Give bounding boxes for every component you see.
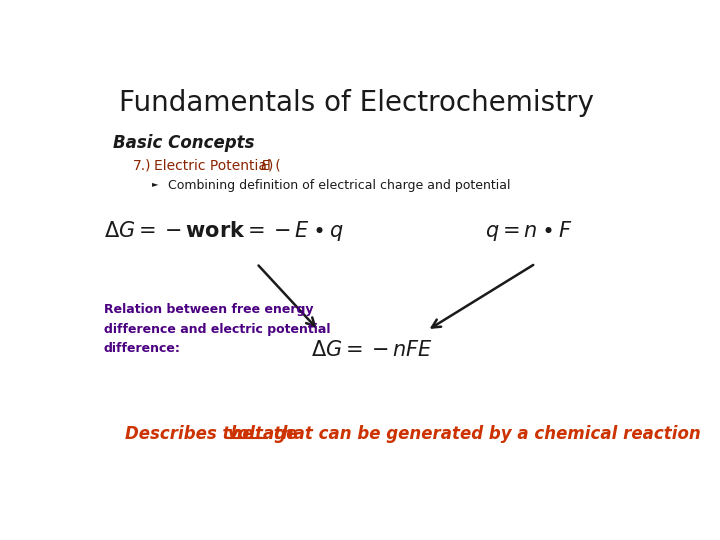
Text: Electric Potential (: Electric Potential ( bbox=[153, 159, 280, 173]
Text: Combining definition of electrical charge and potential: Combining definition of electrical charg… bbox=[168, 179, 510, 192]
Text: $\Delta \mathit{G} = -\mathit{n}\mathit{F}\mathit{E}$: $\Delta \mathit{G} = -\mathit{n}\mathit{… bbox=[311, 340, 433, 361]
Text: Basic Concepts: Basic Concepts bbox=[113, 134, 255, 152]
Text: ►: ► bbox=[152, 179, 158, 188]
Text: E: E bbox=[261, 159, 269, 173]
Text: 7.): 7.) bbox=[132, 159, 151, 173]
Text: $\mathit{q} = \mathit{n} \bullet \mathit{F}$: $\mathit{q} = \mathit{n} \bullet \mathit… bbox=[485, 219, 573, 243]
Text: Describes the: Describes the bbox=[125, 425, 259, 443]
Text: Fundamentals of Electrochemistry: Fundamentals of Electrochemistry bbox=[120, 90, 594, 117]
Text: Relation between free energy
difference and electric potential
difference:: Relation between free energy difference … bbox=[104, 303, 330, 354]
Text: voltage: voltage bbox=[228, 425, 298, 443]
Text: ): ) bbox=[267, 159, 273, 173]
Text: $\Delta \mathit{G} = -\mathbf{work} = -\mathit{E} \bullet \mathit{q}$: $\Delta \mathit{G} = -\mathbf{work} = -\… bbox=[104, 219, 343, 243]
Text: that can be generated by a chemical reaction: that can be generated by a chemical reac… bbox=[269, 425, 701, 443]
